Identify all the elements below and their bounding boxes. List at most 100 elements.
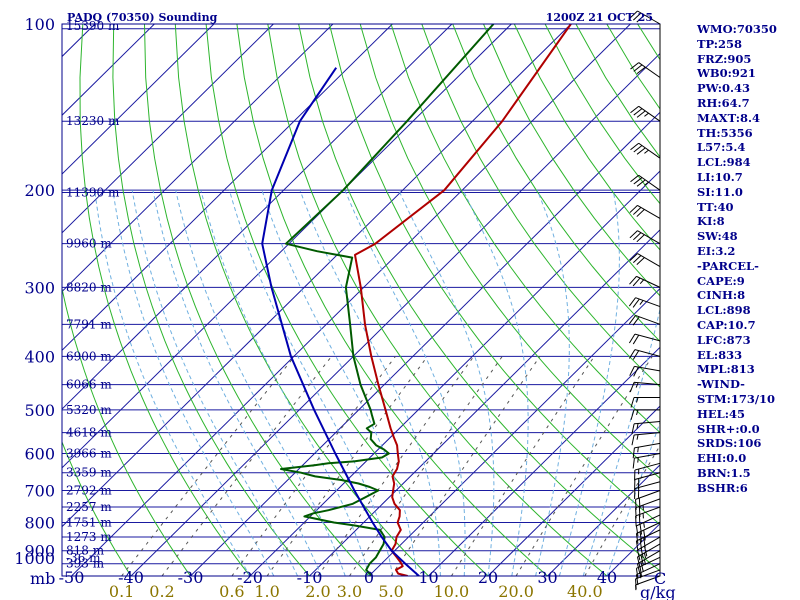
index-item: LCL:984 [697, 155, 751, 170]
isotherm-line [62, 24, 274, 234]
index-item: BRN:1.5 [697, 465, 751, 480]
sounding-profiles [261, 24, 572, 576]
moist-adiabat-line [535, 190, 570, 576]
index-item: KI:8 [697, 214, 725, 229]
isotherm-line [190, 111, 660, 576]
index-item: WMO:70350 [697, 22, 777, 36]
moist-adiabat-line [152, 190, 322, 576]
index-item: -PARCEL- [697, 258, 759, 273]
mixing-ratio-line [390, 356, 541, 576]
mixing-ratio-line [584, 444, 660, 576]
pressure-tick-label: 600 [24, 445, 55, 464]
index-item: SW:48 [697, 229, 738, 244]
wind-barb [629, 204, 661, 219]
isotherm-line [130, 52, 660, 576]
height-tick-label: 7791 m [66, 317, 112, 331]
isotherm-lines [62, 24, 660, 576]
sounding-station-title: PADQ (70350) Sounding [67, 11, 218, 24]
wind-barb [630, 409, 660, 420]
mixing-ratio-tick-label: 2.0 [305, 582, 330, 600]
height-tick-label: 6900 m [66, 349, 112, 363]
mixing-ratio-line [121, 355, 295, 576]
dry-adiabat-line [452, 24, 660, 343]
index-item: L57:5.4 [697, 140, 746, 155]
parcel-trace-line [261, 67, 420, 576]
mixing-ratio-unit-label: g/kg [640, 583, 676, 600]
wind-barb [628, 314, 661, 326]
pressure-tick-label: 300 [24, 278, 55, 297]
moist-adiabat-line [344, 190, 466, 576]
isotherm-line [62, 24, 453, 410]
moist-adiabat-line [200, 190, 370, 576]
wind-barb [628, 333, 661, 345]
mixing-ratio-line [450, 356, 595, 576]
isobar-lines [62, 23, 660, 577]
pressure-tick-label: 900 [24, 542, 55, 561]
mixing-ratio-line [161, 355, 332, 576]
mixing-ratio-line [349, 356, 503, 576]
wind-barb [630, 142, 661, 159]
dry-adiabat-line [298, 24, 660, 572]
height-tick-label: 1273 m [66, 530, 112, 544]
index-item: TH:5356 [697, 125, 753, 140]
mixing-ratio-tick-label: 20.0 [498, 582, 534, 600]
index-item: HEL:45 [697, 406, 745, 421]
pressure-tick-label: 500 [24, 401, 55, 420]
isotherm-line [62, 24, 572, 528]
index-item: -WIND- [697, 377, 745, 392]
moist-adiabat-line [398, 189, 495, 576]
wind-barb [636, 550, 661, 575]
height-tick-label: 2792 m [66, 483, 112, 497]
index-item: TP:258 [697, 36, 743, 51]
wind-barb [635, 556, 661, 579]
index-item: CINH:8 [697, 288, 746, 303]
wind-barb [631, 432, 661, 446]
height-tick-label: 2257 m [66, 500, 112, 514]
moist-adiabat-line [299, 190, 441, 576]
dry-adiabat-line [62, 286, 192, 576]
wind-barb [628, 297, 661, 308]
moist-adiabat-line [175, 190, 346, 576]
mixing-ratio-tick-label: 10.0 [434, 582, 470, 600]
dry-adiabat-line [421, 24, 660, 388]
wind-barb [629, 230, 661, 245]
background-lines [62, 24, 660, 576]
temperature-tick-label: 0 [364, 568, 374, 587]
isotherm-line [487, 405, 660, 576]
temperature-tick-label: 20 [478, 568, 498, 587]
moist-adiabat-line [94, 190, 251, 576]
pressure-tick-label: 1000 [14, 549, 55, 568]
height-tick-label: 818 m [66, 544, 105, 558]
wind-barb [636, 543, 661, 568]
wind-barb [635, 563, 661, 586]
height-tick-label: 6066 m [66, 378, 112, 392]
wind-barb [630, 397, 660, 408]
isotherm-line [62, 24, 512, 469]
index-item: LI:10.7 [697, 169, 743, 184]
index-item: SRDS:106 [697, 436, 762, 451]
index-item: SI:11.0 [697, 184, 743, 199]
index-item: PW:0.43 [697, 81, 751, 96]
isotherm-line [547, 464, 660, 576]
wind-barb [634, 472, 661, 490]
wind-barb [629, 381, 661, 393]
stability-indices-panel: WMO:70350 TP:258 FRZ:905 WB0:921 PW:0.43 RH:6… [697, 22, 797, 496]
mixing-ratio-tick-label: 40.0 [567, 582, 603, 600]
wind-barb [635, 522, 661, 544]
temperature-tick-label: 30 [537, 568, 557, 587]
wind-barb [628, 349, 661, 360]
temperature-profile-line [354, 24, 572, 576]
index-item: LCL:898 [697, 303, 751, 318]
index-item: EHI:0.0 [697, 451, 747, 466]
index-item: STM:173/10 [697, 391, 776, 406]
temperature-tick-label: 40 [597, 568, 617, 587]
isotherm-line [71, 24, 631, 576]
wind-barb [629, 275, 661, 288]
mixing-ratio-line [266, 356, 428, 576]
height-tick-label: 13230 m [66, 114, 120, 128]
moist-adiabat-line [131, 190, 299, 576]
height-tick-label: 8820 m [66, 280, 112, 294]
pressure-unit-label: mb [30, 569, 55, 588]
